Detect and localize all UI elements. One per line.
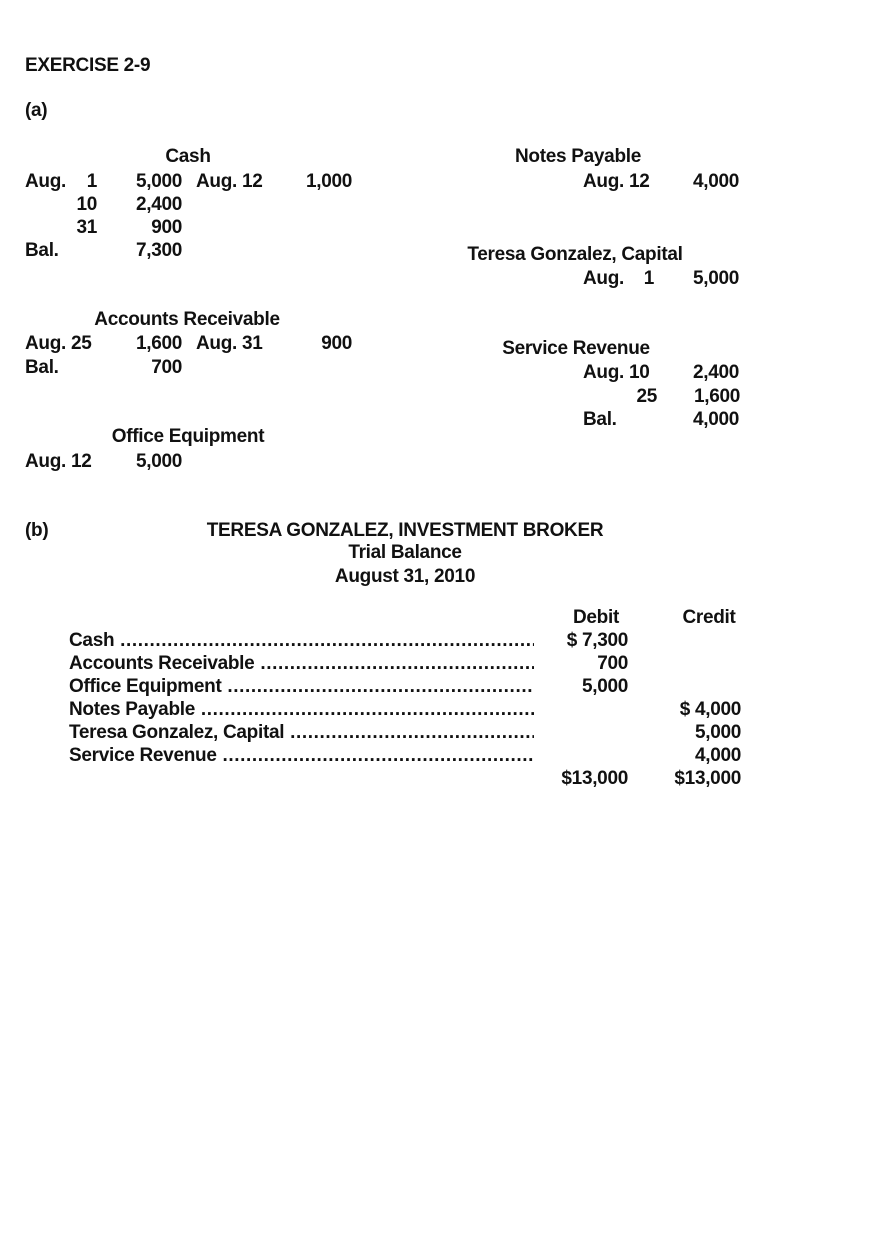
ar-credit-date: Aug. 31 <box>196 333 263 354</box>
capital-credit-month: Aug. <box>583 268 625 289</box>
capital-credit-day: 1 <box>643 268 655 289</box>
cash-debit-day: 31 <box>76 217 97 238</box>
tb-row-account: Accounts Receivable <box>69 653 534 675</box>
tb-row-credit: 4,000 <box>694 745 741 766</box>
tb-title: Trial Balance <box>348 542 462 563</box>
oe-title: Office Equipment <box>111 426 265 447</box>
tb-row-account: Service Revenue <box>69 745 534 767</box>
exercise-title: EXERCISE 2-9 <box>25 55 151 76</box>
tb-row-credit: 5,000 <box>694 722 741 743</box>
tb-row-debit: $ 7,300 <box>566 630 629 651</box>
np-credit-date: Aug. 12 <box>583 171 650 192</box>
ar-credit-amount: 900 <box>321 333 352 354</box>
account-name: Office Equipment <box>69 676 222 697</box>
capital-credit-amount: 5,000 <box>692 268 739 289</box>
ar-title: Accounts Receivable <box>94 309 280 330</box>
cash-title: Cash <box>165 146 211 167</box>
oe-debit-date: Aug. 12 <box>25 451 92 472</box>
account-name: Cash <box>69 630 115 651</box>
sr-balance-label: Bal. <box>583 409 617 430</box>
cash-balance-label: Bal. <box>25 240 59 261</box>
cash-credit-amount: 1,000 <box>305 171 352 192</box>
cash-debit-amount: 5,000 <box>135 171 182 192</box>
tb-row-account: Cash <box>69 630 534 652</box>
sr-title: Service Revenue <box>502 338 650 359</box>
account-name: Notes Payable <box>69 699 195 720</box>
tb-header-debit: Debit <box>572 607 620 628</box>
cash-debit-amount: 2,400 <box>135 194 182 215</box>
tb-row-account: Teresa Gonzalez, Capital <box>69 722 534 744</box>
account-name: Accounts Receivable <box>69 653 255 674</box>
tb-row-debit: 5,000 <box>581 676 628 697</box>
cash-debit-day: 1 <box>86 171 98 192</box>
account-name: Service Revenue <box>69 745 217 766</box>
tb-row-account: Notes Payable <box>69 699 534 721</box>
tb-date: August 31, 2010 <box>334 566 476 587</box>
tb-row-account: Office Equipment <box>69 676 534 698</box>
ar-debit-date: Aug. 25 <box>25 333 92 354</box>
ar-balance-amount: 700 <box>151 357 182 378</box>
sr-balance-amount: 4,000 <box>692 409 739 430</box>
cash-debit-amount: 900 <box>151 217 182 238</box>
np-title: Notes Payable <box>515 146 641 167</box>
ar-debit-amount: 1,600 <box>135 333 182 354</box>
tb-row-credit: $ 4,000 <box>679 699 742 720</box>
oe-debit-amount: 5,000 <box>135 451 182 472</box>
np-credit-amount: 4,000 <box>692 171 739 192</box>
sr-credit-date: Aug. 10 <box>583 362 650 383</box>
tb-row-debit: 700 <box>597 653 628 674</box>
tb-header-credit: Credit <box>682 607 736 628</box>
tb-company: TERESA GONZALEZ, INVESTMENT BROKER <box>206 520 604 541</box>
account-name: Teresa Gonzalez, Capital <box>69 722 285 743</box>
cash-debit-month: Aug. <box>25 171 67 192</box>
sr-credit-amount: 1,600 <box>693 386 740 407</box>
tb-total-credit: $13,000 <box>674 768 741 789</box>
part-b-label: (b) <box>25 520 49 541</box>
sr-credit-amount: 2,400 <box>692 362 739 383</box>
tb-total-debit: $13,000 <box>561 768 628 789</box>
cash-debit-day: 10 <box>76 194 97 215</box>
cash-balance-amount: 7,300 <box>135 240 182 261</box>
ar-balance-label: Bal. <box>25 357 59 378</box>
sr-credit-day: 25 <box>636 386 657 407</box>
capital-title: Teresa Gonzalez, Capital <box>467 244 683 265</box>
cash-credit-date: Aug. 12 <box>196 171 263 192</box>
part-a-label: (a) <box>25 100 48 121</box>
